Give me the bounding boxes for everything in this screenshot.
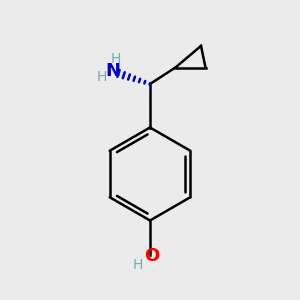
Text: H: H (97, 70, 107, 84)
Text: O: O (144, 247, 159, 265)
Text: H: H (110, 52, 121, 66)
Text: H: H (132, 258, 142, 272)
Text: N: N (106, 61, 121, 80)
